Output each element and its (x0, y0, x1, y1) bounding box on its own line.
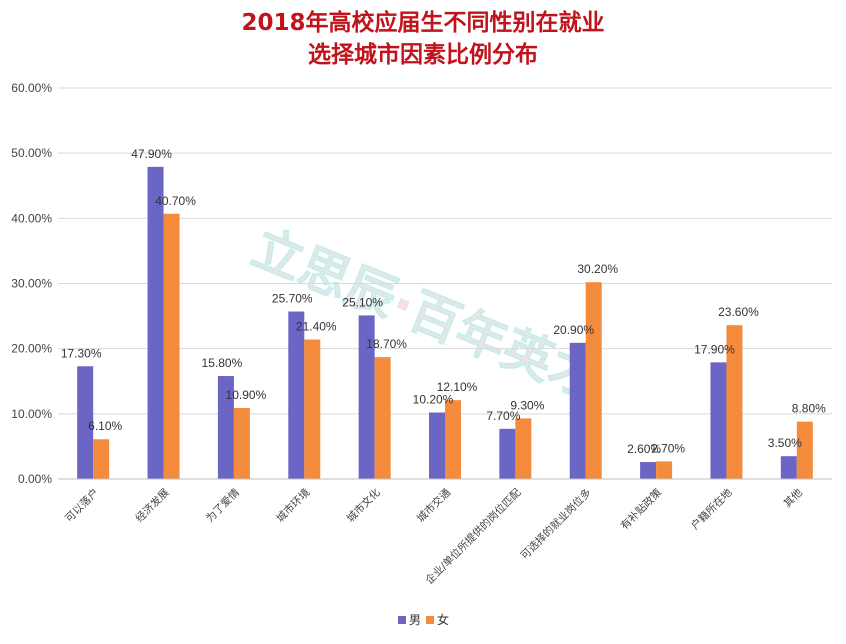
bar-female (515, 418, 532, 479)
bar-female (304, 339, 321, 479)
y-tick-label: 60.00% (11, 81, 52, 95)
x-category: 其他 (781, 486, 805, 510)
data-label: 17.30% (61, 346, 102, 360)
x-category: 可选择的就业岗位多 (518, 486, 594, 562)
bar-male (780, 456, 797, 479)
y-tick-label: 20.00% (11, 342, 52, 356)
x-category-label: 户籍所在地 (688, 486, 735, 533)
bar-male (640, 462, 657, 479)
bar-female (796, 421, 813, 479)
data-label: 2.70% (651, 441, 685, 455)
data-label: 7.70% (486, 409, 520, 423)
bar-male (499, 428, 516, 479)
x-category-label: 城市交通 (414, 486, 453, 525)
x-category-label: 城市环境 (274, 486, 313, 525)
bar-male (710, 362, 727, 479)
bar-female (585, 282, 602, 479)
y-tick-label: 50.00% (11, 146, 52, 160)
data-label: 8.80% (792, 402, 826, 416)
x-category-label: 有补贴政策 (618, 486, 665, 533)
data-label: 30.20% (577, 262, 618, 276)
bar-female (233, 407, 250, 479)
data-label: 9.30% (510, 398, 544, 412)
bar-male (358, 315, 375, 479)
y-tick-label: 0.00% (18, 472, 52, 486)
data-label: 6.10% (88, 419, 122, 433)
bars (77, 166, 813, 479)
legend: 男女 (398, 612, 449, 627)
data-label: 10.90% (226, 388, 267, 402)
data-label: 25.10% (342, 295, 383, 309)
bar-male (77, 366, 94, 479)
x-category: 城市交通 (414, 486, 453, 525)
y-tick-label: 40.00% (11, 211, 52, 225)
legend-swatch-male (398, 616, 406, 624)
bar-female (656, 461, 673, 479)
x-category-label: 城市文化 (344, 486, 383, 525)
data-label: 12.10% (437, 380, 478, 394)
bar-male (217, 376, 234, 479)
x-category-label: 可以落户 (62, 486, 101, 525)
chart-title-line2: 选择城市因素比例分布 (308, 41, 538, 68)
x-category: 为了爱情 (203, 486, 242, 525)
data-label: 17.90% (694, 342, 735, 356)
x-axis: 可以落户 经济发展 为了爱情 城市环境 城市文化 城市交通企业/单位所提供的岗位匹配可选择… (58, 478, 832, 587)
data-label: 20.90% (553, 323, 594, 337)
data-label: 23.60% (718, 305, 759, 319)
data-label: 10.20% (413, 393, 454, 407)
legend-label: 男 (409, 613, 421, 627)
x-category: 户籍所在地 (688, 486, 735, 533)
x-category: 有补贴政策 (618, 486, 665, 533)
data-label: 3.50% (768, 436, 802, 450)
bar-male (147, 166, 164, 479)
data-label: 25.70% (272, 292, 313, 306)
x-category: 城市环境 (274, 486, 313, 525)
bar-male (569, 342, 586, 479)
data-label: 15.80% (202, 356, 243, 370)
bar-female (445, 400, 461, 479)
data-label: 2.60% (627, 442, 661, 456)
x-category: 可以落户 (62, 486, 101, 525)
x-category-label: 其他 (781, 486, 805, 510)
x-category-label: 为了爱情 (203, 486, 242, 525)
y-axis: 0.00% 10.00% 20.00% 30.00% 40.00% 50.00% 60.00… (11, 81, 52, 486)
bar-female (163, 213, 180, 479)
legend-label: 女 (437, 612, 449, 627)
legend-swatch-female (426, 616, 434, 624)
data-labels: 17.30% 6.10% 47.90% 40.70% 15.80% 10.90% 25.70… (61, 147, 826, 456)
bar-male (429, 412, 445, 479)
data-label: 21.40% (296, 320, 337, 334)
bar-female (726, 325, 743, 479)
bar-male (288, 311, 305, 479)
data-label: 18.70% (366, 337, 407, 351)
x-category: 经济发展 (133, 486, 172, 525)
x-category-label: 可选择的就业岗位多 (518, 486, 594, 562)
bar-female (93, 439, 110, 479)
x-category: 城市文化 (344, 486, 383, 525)
y-tick-label: 10.00% (11, 407, 52, 421)
data-label: 47.90% (131, 147, 172, 161)
y-tick-label: 30.00% (11, 277, 52, 291)
chart-title-line1: 2018年高校应届生不同性别在就业 (241, 9, 604, 36)
x-category-label: 经济发展 (133, 486, 172, 525)
bar-female (374, 357, 391, 479)
data-label: 40.70% (155, 194, 196, 208)
